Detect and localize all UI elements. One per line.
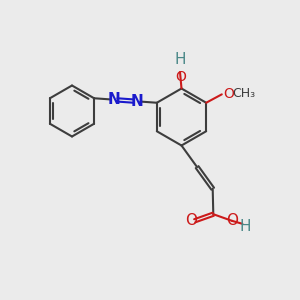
- Text: H: H: [239, 219, 250, 234]
- Text: O: O: [223, 87, 234, 101]
- Text: O: O: [226, 213, 238, 228]
- Text: O: O: [176, 70, 186, 84]
- Text: N: N: [130, 94, 143, 109]
- Text: O: O: [185, 213, 197, 228]
- Text: H: H: [175, 52, 186, 67]
- Text: CH₃: CH₃: [232, 87, 255, 100]
- Text: N: N: [108, 92, 121, 107]
